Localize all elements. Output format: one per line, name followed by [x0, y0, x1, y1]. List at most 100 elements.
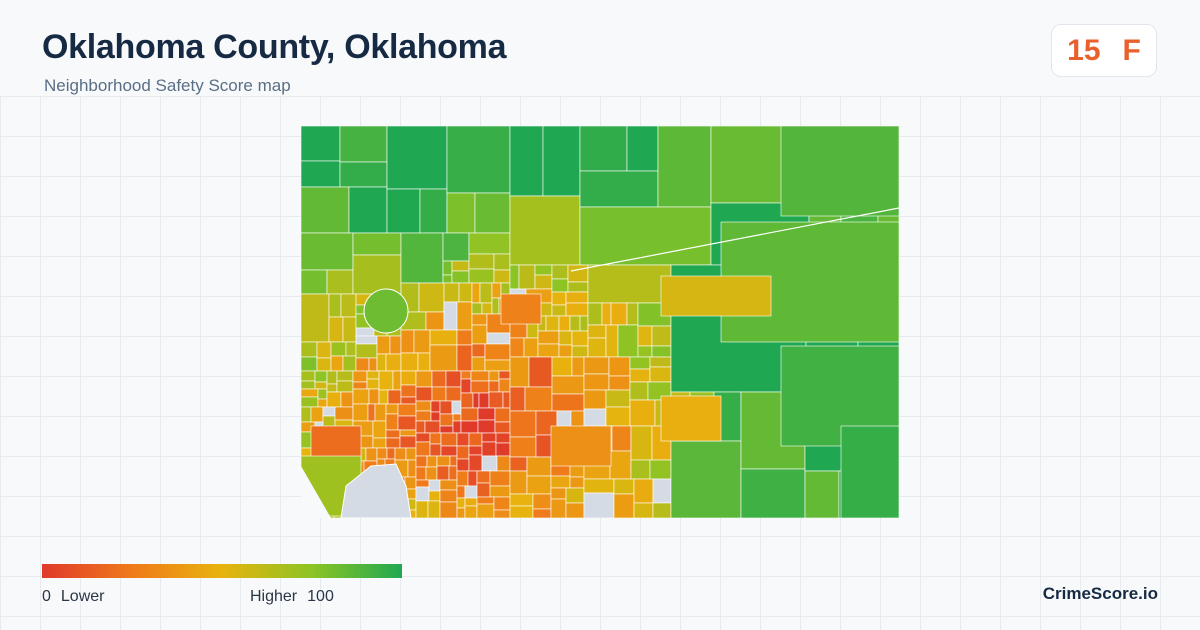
neighborhood-region[interactable] [431, 386, 447, 402]
neighborhood-region[interactable] [565, 302, 589, 317]
neighborhood-region[interactable] [471, 356, 486, 372]
neighborhood-region[interactable] [509, 264, 520, 290]
neighborhood-region[interactable] [322, 406, 336, 417]
neighborhood-region[interactable] [301, 186, 350, 234]
neighborhood-region[interactable] [649, 459, 672, 480]
neighborhood-region[interactable] [407, 459, 417, 478]
neighborhood-region[interactable] [509, 337, 525, 358]
neighborhood-region[interactable] [657, 126, 712, 208]
neighborhood-region[interactable] [415, 386, 433, 402]
neighborhood-region[interactable] [495, 442, 511, 457]
neighborhood-region[interactable] [605, 389, 631, 408]
neighborhood-region[interactable] [502, 391, 511, 409]
neighborhood-region[interactable] [352, 370, 368, 383]
neighborhood-region[interactable] [583, 408, 607, 427]
neighborhood-region[interactable] [376, 447, 388, 460]
neighborhood-region[interactable] [780, 126, 899, 217]
neighborhood-region[interactable] [430, 411, 441, 422]
neighborhood-region[interactable] [523, 337, 539, 358]
neighborhood-region[interactable] [415, 479, 430, 488]
neighborhood-region[interactable] [495, 432, 511, 444]
neighborhood-region[interactable] [532, 493, 552, 510]
neighborhood-region[interactable] [583, 356, 610, 375]
neighborhood-region[interactable] [326, 391, 342, 408]
neighborhood-region[interactable] [630, 459, 651, 480]
neighborhood-region[interactable] [474, 192, 511, 234]
neighborhood-region[interactable] [446, 192, 476, 234]
neighborhood-region[interactable] [355, 335, 378, 345]
neighborhood-region[interactable] [629, 399, 656, 427]
neighborhood-region[interactable] [352, 403, 369, 422]
neighborhood-region[interactable] [484, 359, 511, 372]
neighborhood-region[interactable] [551, 356, 573, 377]
neighborhood-region[interactable] [565, 487, 585, 504]
neighborhood-region[interactable] [509, 356, 530, 388]
neighborhood-region[interactable] [840, 425, 899, 518]
neighborhood-region[interactable] [476, 482, 491, 498]
neighborhood-region[interactable] [509, 126, 544, 197]
neighborhood-region[interactable] [400, 329, 415, 354]
neighborhood-region[interactable] [340, 293, 357, 318]
neighborhood-region[interactable] [478, 392, 490, 409]
neighborhood-region[interactable] [651, 325, 672, 347]
neighborhood-region[interactable] [558, 315, 571, 332]
neighborhood-region[interactable] [372, 437, 387, 449]
neighborhood-region[interactable] [301, 406, 312, 423]
neighborhood-region[interactable] [471, 324, 488, 345]
neighborhood-region[interactable] [476, 470, 491, 484]
neighborhood-region[interactable] [328, 316, 344, 343]
neighborhood-region[interactable] [660, 395, 722, 442]
neighborhood-region[interactable] [583, 373, 610, 391]
neighborhood-region[interactable] [579, 315, 589, 332]
neighborhood-region[interactable] [415, 432, 431, 443]
neighborhood-region[interactable] [551, 278, 569, 293]
neighborhood-region[interactable] [400, 232, 444, 284]
neighborhood-region[interactable] [460, 407, 479, 422]
neighborhood-region[interactable] [481, 441, 497, 457]
safety-choropleth-map[interactable] [301, 126, 899, 518]
neighborhood-region[interactable] [336, 370, 354, 382]
neighborhood-region[interactable] [456, 445, 470, 460]
neighborhood-region[interactable] [493, 496, 511, 511]
neighborhood-region[interactable] [301, 380, 316, 390]
neighborhood-region[interactable] [660, 275, 772, 317]
neighborhood-region[interactable] [571, 330, 589, 347]
neighborhood-region[interactable] [429, 432, 442, 445]
neighborhood-region[interactable] [301, 356, 318, 372]
neighborhood-region[interactable] [342, 316, 357, 343]
neighborhood-region[interactable] [415, 441, 431, 457]
neighborhood-region[interactable] [611, 425, 632, 452]
neighborhood-region[interactable] [491, 297, 500, 315]
neighborhood-region[interactable] [610, 302, 628, 326]
neighborhood-region[interactable] [542, 126, 581, 197]
neighborhood-region[interactable] [509, 493, 534, 507]
neighborhood-region[interactable] [637, 325, 653, 347]
neighborhood-region[interactable] [569, 315, 581, 332]
neighborhood-region[interactable] [316, 341, 332, 359]
neighborhood-region[interactable] [440, 445, 458, 457]
neighborhood-region[interactable] [468, 432, 483, 447]
neighborhood-region[interactable] [326, 370, 338, 385]
neighborhood-region[interactable] [439, 479, 458, 491]
neighborhood-region[interactable] [417, 352, 431, 372]
neighborhood-region[interactable] [524, 386, 553, 412]
neighborhood-region[interactable] [587, 324, 607, 339]
neighborhood-region[interactable] [378, 370, 394, 391]
neighborhood-region[interactable] [355, 343, 378, 359]
neighborhood-region[interactable] [470, 380, 490, 394]
neighborhood-region[interactable] [479, 282, 493, 304]
neighborhood-region[interactable] [509, 436, 537, 458]
neighborhood-region[interactable] [460, 420, 479, 434]
neighborhood-region[interactable] [386, 188, 421, 234]
neighborhood-region[interactable] [326, 383, 338, 393]
neighborhood-region[interactable] [425, 466, 438, 481]
neighborhood-region[interactable] [326, 269, 354, 295]
neighborhood-region[interactable] [649, 356, 672, 368]
neighborhood-region[interactable] [301, 341, 318, 358]
neighborhood-region[interactable] [419, 188, 448, 234]
neighborhood-region[interactable] [626, 302, 639, 326]
neighborhood-region[interactable] [372, 420, 387, 439]
neighborhood-region[interactable] [509, 410, 537, 438]
neighborhood-region[interactable] [430, 400, 441, 413]
neighborhood-region[interactable] [558, 344, 573, 358]
